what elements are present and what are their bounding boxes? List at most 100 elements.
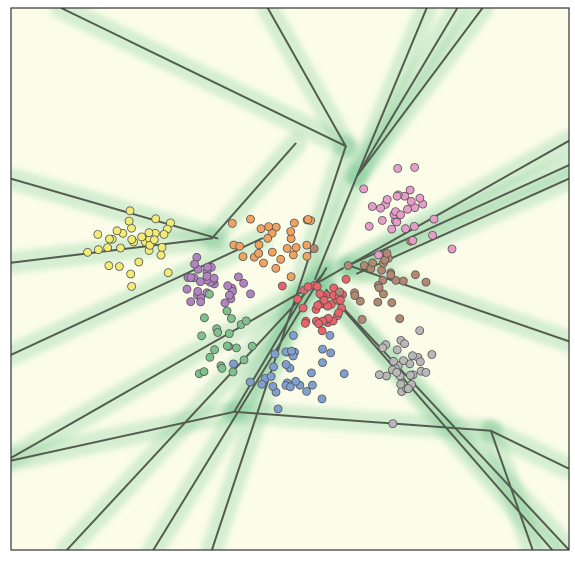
decision-boundary-13 — [152, 267, 328, 550]
data-point — [264, 222, 274, 232]
data-point — [387, 224, 397, 234]
data-point — [410, 270, 420, 280]
data-point — [313, 301, 323, 310]
data-point — [266, 372, 276, 381]
decision-boundary-18 — [325, 288, 554, 550]
decision-boundary-2 — [210, 145, 347, 550]
data-point — [223, 281, 233, 291]
data-point — [149, 235, 159, 245]
data-point — [204, 289, 214, 299]
data-point — [199, 313, 209, 323]
data-point — [343, 261, 353, 270]
decision-boundary-3 — [356, 8, 428, 177]
data-point — [302, 386, 312, 396]
plot-frame — [10, 7, 570, 551]
data-point — [222, 341, 232, 351]
data-point — [282, 243, 292, 253]
data-point — [287, 346, 296, 356]
data-point — [270, 349, 280, 359]
data-point — [309, 244, 319, 254]
data-point — [276, 254, 286, 264]
data-point — [291, 243, 301, 252]
data-point — [195, 277, 205, 287]
data-point — [386, 270, 396, 280]
data-point — [182, 284, 192, 294]
data-point — [268, 381, 278, 391]
data-point — [312, 282, 322, 291]
data-point — [374, 370, 384, 380]
data-point — [408, 351, 417, 361]
data-point — [245, 377, 255, 387]
data-point — [378, 289, 388, 299]
data-point — [398, 276, 408, 286]
cluster-2 — [227, 214, 316, 282]
data-point — [186, 273, 196, 283]
data-point — [151, 214, 161, 224]
data-point — [112, 226, 122, 236]
data-point — [335, 295, 345, 305]
data-point — [364, 221, 374, 231]
data-point — [210, 345, 220, 355]
data-point — [286, 272, 296, 282]
data-point — [406, 370, 415, 380]
scatter-points — [83, 162, 457, 429]
data-point — [286, 227, 296, 236]
data-point — [334, 308, 344, 318]
data-point — [355, 296, 365, 306]
data-point — [429, 214, 439, 224]
data-point — [125, 206, 135, 216]
data-point — [377, 265, 387, 275]
data-point — [392, 367, 402, 377]
data-point — [226, 314, 236, 323]
data-point — [357, 314, 367, 324]
data-point — [254, 240, 264, 250]
data-point — [368, 258, 378, 268]
data-point — [273, 404, 283, 414]
data-point — [224, 329, 234, 339]
data-point — [382, 248, 392, 258]
data-point — [190, 259, 199, 269]
data-point — [315, 289, 325, 299]
data-point — [319, 295, 329, 305]
data-point — [196, 297, 206, 307]
cluster-6 — [309, 236, 431, 324]
data-point — [83, 247, 92, 257]
decision-boundary-5 — [356, 8, 484, 177]
data-point — [317, 326, 327, 336]
decision-boundary-21 — [489, 429, 569, 470]
data-point — [421, 367, 431, 377]
decision-boundary-6 — [314, 175, 358, 280]
data-point — [374, 283, 384, 293]
data-point — [205, 352, 215, 362]
data-point — [103, 243, 112, 253]
cluster-9 — [374, 326, 437, 429]
data-point — [156, 250, 166, 260]
data-point — [410, 162, 420, 172]
data-point — [428, 230, 438, 240]
data-point — [277, 281, 287, 291]
data-point — [400, 339, 410, 349]
data-point — [241, 316, 251, 326]
data-point — [159, 229, 169, 239]
data-point — [374, 250, 384, 260]
data-point — [307, 380, 317, 390]
cluster-1 — [83, 206, 175, 291]
data-point — [231, 343, 241, 353]
decision-boundary-12 — [65, 272, 325, 550]
data-point — [382, 371, 391, 381]
decision-boundary-8 — [11, 237, 213, 264]
data-point — [302, 240, 312, 250]
data-point — [203, 262, 213, 272]
data-point — [339, 369, 349, 379]
data-point — [144, 228, 154, 238]
data-point — [367, 202, 377, 211]
decision-boundary-9 — [210, 142, 297, 240]
data-point — [350, 291, 360, 301]
data-point — [115, 262, 124, 271]
decision-boundary-7 — [11, 177, 219, 240]
data-point — [314, 319, 324, 329]
data-point — [318, 358, 327, 368]
decision-boundary-10 — [11, 237, 264, 356]
data-point — [317, 394, 327, 404]
data-point — [403, 204, 412, 214]
